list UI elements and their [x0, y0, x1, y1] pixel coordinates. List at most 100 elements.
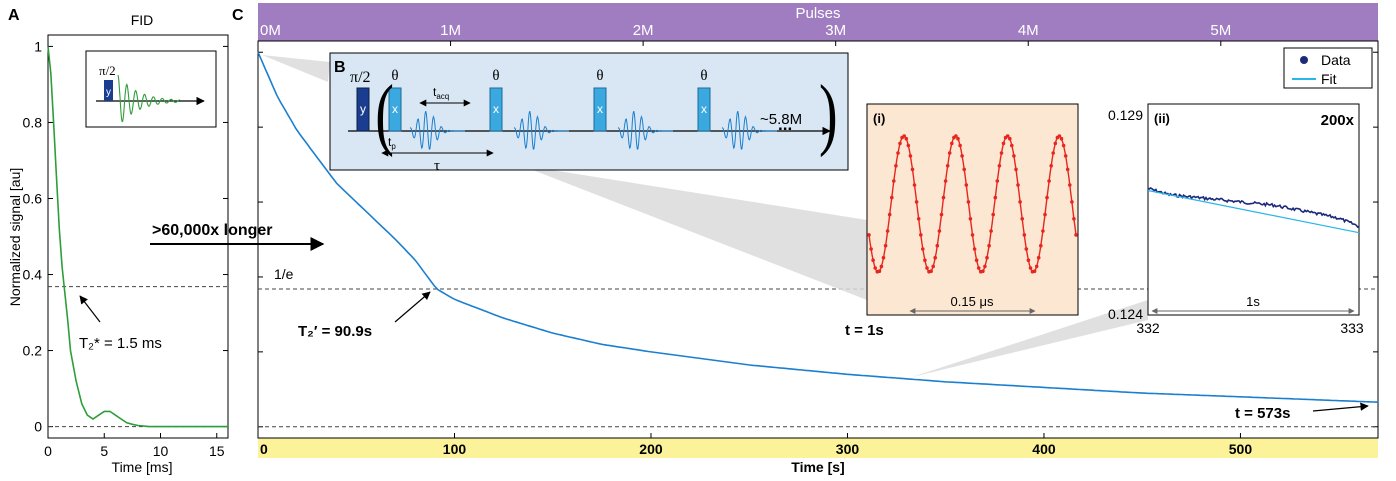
inset-ii-zoom: 200x: [1321, 112, 1355, 129]
inset-i-data-point: [968, 217, 973, 221]
inset-i-data-point: [1028, 266, 1033, 270]
inset-i-data-point: [1032, 269, 1037, 274]
inset-i-data-point: [1051, 151, 1055, 155]
panel-a-xtick-label: 10: [153, 443, 169, 459]
inset-i-data-point: [910, 167, 915, 172]
inset-i-data-point: [894, 164, 898, 168]
panel-a-plot-frame: [47, 34, 229, 439]
inset-i-data-point: [1061, 143, 1066, 148]
inset-i-data-point: [960, 154, 964, 158]
inset-ii-ytick-top: 0.129: [1108, 107, 1143, 123]
panel-a-y-label: Normalized signal [au]: [7, 168, 23, 307]
inset-i-data-point: [1047, 179, 1051, 183]
inset-i-data-point: [1012, 154, 1016, 158]
panel-label-b: B: [334, 59, 346, 76]
schematic-theta-label: θ: [596, 68, 603, 84]
panel-a-fid-curve: [47, 46, 228, 428]
inset-i-data-point: [1059, 136, 1064, 141]
schematic-pulse-x-label: x: [493, 102, 499, 116]
panel-a-title: FID: [131, 12, 154, 28]
inset-i-data-point: [1063, 154, 1068, 158]
inset-i-data-point: [881, 255, 886, 260]
inset-i-data-point: [867, 233, 871, 237]
inset-i-data-point: [1018, 200, 1022, 204]
inset-i-data-point: [896, 151, 900, 155]
inset-i-data-point: [916, 217, 921, 221]
inset-i-data-point: [1041, 229, 1045, 233]
pulse-sequence-schematic: B y x θ x θ x θ x θ π/2 ( ) tacq tp τ ~5.8M ...: [329, 52, 849, 174]
one-over-e-label: 1/e: [274, 266, 294, 282]
t2-prime-label: T₂′ = 90.9s: [298, 323, 372, 340]
schematic-pulse-x: [489, 87, 503, 132]
inset-i-data-point: [981, 269, 985, 274]
legend-fit-label: Fit: [1321, 71, 1337, 87]
inset-i-chart: (i) 0.15 μs t = 1s: [845, 103, 1079, 339]
schematic-pi2-label: π/2: [350, 69, 371, 86]
schematic-pulse-x: [697, 87, 711, 132]
inset-i-data-point: [1036, 255, 1041, 260]
inset-ii-fit-line: [1147, 189, 1360, 234]
inset-i-data-point: [1024, 247, 1029, 251]
schematic-pulse-x-label: x: [392, 102, 398, 116]
panel-c-plot-frame: [257, 40, 1379, 439]
inset-i-data-point: [871, 258, 875, 263]
fid-inset-pulse-label: π/2: [99, 63, 116, 78]
tacq-annotation: tacq: [419, 85, 471, 107]
pulses-tick-label: 1M: [440, 22, 461, 39]
inset-i-span-label: 0.15 μs: [951, 294, 994, 309]
schematic-pulse-x: [593, 87, 607, 132]
inset-i-data-point: [890, 195, 894, 200]
inset-i-data-point: [906, 143, 911, 148]
inset-i-data-point: [985, 255, 989, 260]
inset-ii-chart: (ii) 200x 0.129 0.124 332 333 1s: [1108, 103, 1364, 336]
panel-a-xtick-label: 15: [209, 443, 225, 459]
inset-i-data-point: [892, 179, 896, 183]
inset-ii-xtick-left: 332: [1136, 320, 1160, 336]
inset-i-data-point: [943, 179, 948, 183]
inset-i-data-point: [1065, 167, 1070, 172]
legend-data-label: Data: [1321, 52, 1351, 68]
inset-i-label: (i): [873, 111, 885, 126]
inset-i-data-point: [902, 134, 906, 138]
schematic-theta-label: θ: [700, 68, 707, 84]
inset-i-data-point: [1072, 217, 1076, 221]
tacq-label: tacq: [433, 85, 449, 101]
inset-i-data-point: [997, 164, 1002, 168]
inset-ii-span-label: 1s: [1246, 294, 1260, 309]
inset-i-data-point: [983, 264, 987, 269]
schematic-pulse-x-label: x: [597, 102, 603, 116]
inset-i-data-point: [1074, 233, 1078, 237]
inset-i-data-point: [958, 143, 962, 148]
tau-label: τ: [434, 158, 440, 174]
panel-c-decay-curve: [257, 51, 1379, 404]
panel-c-chart: Pulses 0M 1M 2M 3M 4M 5M Time [s] 0 100 200 300 4…: [257, 3, 1379, 475]
inset-i-data-point: [956, 136, 960, 141]
inset-i-data-point: [1070, 200, 1074, 204]
inset-i-data-point: [1008, 136, 1012, 141]
inset-i-frame: [866, 103, 1079, 316]
fid-inset-pulse: [104, 80, 113, 101]
panel-a-ytick-label: 0: [34, 419, 42, 435]
inset-i-data-point: [970, 233, 975, 237]
panel-c-xtick-label: 400: [1032, 441, 1056, 457]
panel-c-xtick-label: 300: [836, 441, 860, 457]
inset-i-data-point: [1020, 217, 1024, 221]
inset-i-data-point: [877, 269, 882, 274]
pulses-axis-label: Pulses: [795, 5, 840, 22]
inset-i-data-point: [995, 179, 1000, 183]
panel-a-xtick-label: 5: [100, 443, 108, 459]
panel-c-xtick-label: 500: [1229, 441, 1253, 457]
panel-c-xtick-label: 100: [443, 441, 467, 457]
inset-i-data-point: [993, 195, 998, 200]
zoom-cone-i: [520, 165, 867, 300]
inset-i-data-point: [966, 200, 971, 204]
inset-i-data-point: [989, 229, 993, 233]
inset-i-data-point: [933, 255, 937, 260]
inset-i-data-point: [941, 195, 946, 200]
comparison-arrow-label: >60,000x longer: [152, 222, 273, 239]
inset-i-data-point: [1005, 134, 1010, 138]
inset-i-data-point: [1039, 243, 1043, 248]
inset-i-data-point: [1010, 143, 1014, 148]
schematic-pulse-x: [388, 87, 402, 132]
schematic-left-paren: (: [375, 68, 394, 157]
